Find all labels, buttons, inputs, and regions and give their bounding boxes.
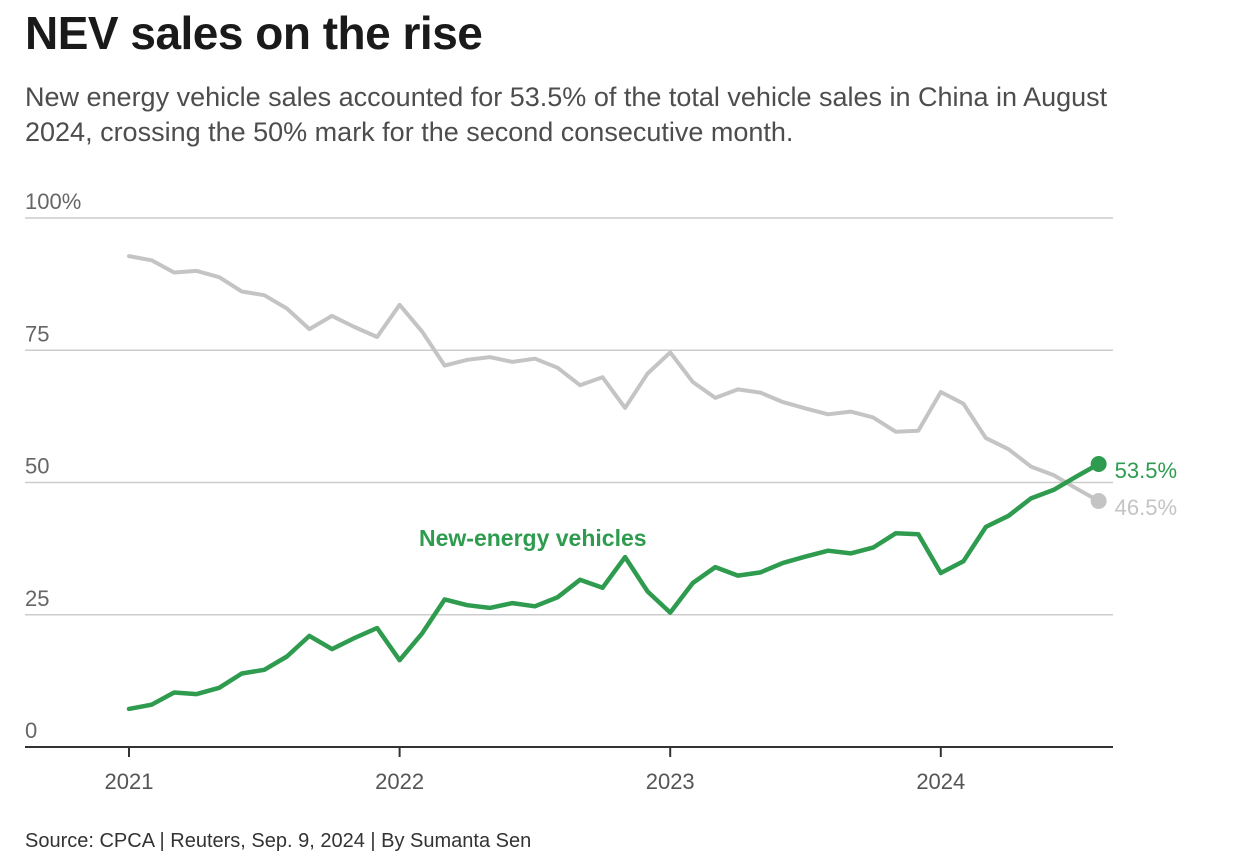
series-end-markers: 46.5% 53.5% New-energy vehicles bbox=[419, 455, 1177, 551]
x-tick-label: 2021 bbox=[105, 769, 154, 794]
x-tick-label: 2022 bbox=[375, 769, 424, 794]
nev-end-marker bbox=[1090, 455, 1107, 472]
other-end-marker bbox=[1090, 493, 1107, 510]
y-tick-label: 100% bbox=[25, 189, 81, 214]
x-tick-label: 2023 bbox=[646, 769, 695, 794]
series-lines bbox=[126, 254, 1101, 712]
nev-series-label: New-energy vehicles bbox=[419, 525, 647, 551]
x-axis: 2021 2022 2023 2024 bbox=[25, 746, 1113, 794]
y-tick-label: 75 bbox=[25, 321, 49, 346]
y-tick-label: 0 bbox=[25, 718, 37, 743]
nev-series-line bbox=[126, 461, 1101, 712]
x-tick-label: 2024 bbox=[916, 769, 965, 794]
other-end-label: 46.5% bbox=[1115, 495, 1177, 520]
source-note: Source: CPCA | Reuters, Sep. 9, 2024 | B… bbox=[25, 830, 532, 852]
other-series-line bbox=[127, 254, 1101, 503]
grid-lines bbox=[25, 217, 1113, 616]
nev-end-label: 53.5% bbox=[1115, 458, 1177, 483]
chart-title: NEV sales on the rise bbox=[25, 7, 483, 59]
y-axis-ticks: 100% 75 50 25 0 bbox=[25, 189, 81, 743]
chart-subtitle: New energy vehicle sales accounted for 5… bbox=[25, 82, 1108, 147]
y-tick-label: 50 bbox=[25, 454, 49, 479]
y-tick-label: 25 bbox=[25, 586, 49, 611]
